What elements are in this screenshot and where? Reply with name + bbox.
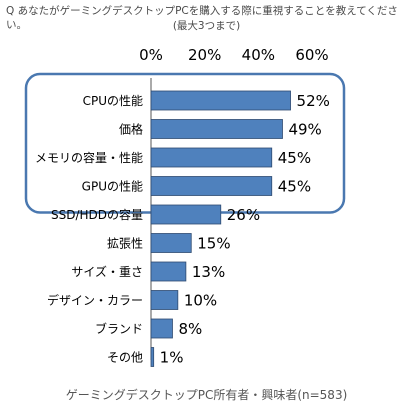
bar — [150, 318, 173, 339]
bar — [150, 347, 155, 367]
bar — [150, 147, 273, 168]
sample-footnote: ゲーミングデスクトップPC所有者・興味者(n=583) — [65, 388, 348, 402]
bar — [150, 176, 273, 196]
category-label: デザイン・カラー — [47, 293, 143, 308]
category-label: CPUの性能 — [83, 94, 143, 108]
bar — [150, 204, 222, 225]
x-tick-label: 20% — [188, 46, 221, 64]
data-label: 15% — [197, 235, 230, 253]
category-label: メモリの容量・性能 — [35, 150, 143, 165]
x-tick-label: 0% — [139, 46, 163, 64]
question-text: Q あなたがゲーミングデスクトップPCを購入する際に重視することを教えてください… — [6, 5, 398, 31]
data-label: 52% — [297, 92, 330, 110]
category-label: 価格 — [119, 122, 143, 137]
data-label: 13% — [192, 263, 225, 281]
data-label: 8% — [178, 320, 202, 338]
category-label: 拡張性 — [107, 237, 143, 251]
x-tick-label: 40% — [242, 46, 275, 64]
question-subtitle: (最大3つまで) — [172, 20, 241, 32]
data-label: 1% — [160, 349, 184, 367]
data-label: 49% — [288, 121, 321, 139]
bar — [150, 90, 291, 111]
data-label: 45% — [278, 149, 311, 167]
data-label: 45% — [278, 178, 311, 196]
category-label: ブランド — [95, 321, 143, 336]
data-label: 10% — [184, 292, 217, 310]
category-label: GPUの性能 — [82, 180, 143, 194]
bar — [150, 261, 187, 282]
bar — [150, 233, 192, 253]
category-label: その他 — [107, 351, 143, 365]
category-label: SSD/HDDの容量 — [51, 207, 143, 222]
category-label: サイズ・重さ — [71, 264, 143, 279]
x-tick-label: 60% — [295, 46, 328, 64]
data-label: 26% — [227, 206, 260, 224]
bar — [150, 119, 283, 139]
bar — [150, 290, 179, 310]
